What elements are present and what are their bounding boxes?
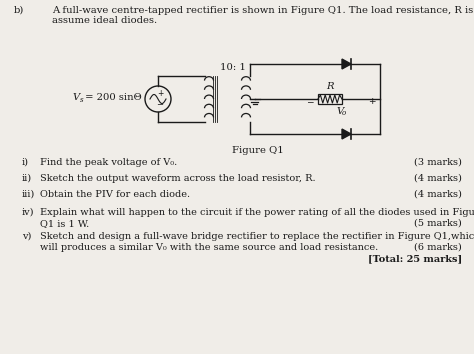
Text: iii): iii)	[22, 190, 35, 199]
Text: (5 marks): (5 marks)	[414, 219, 462, 228]
Text: Sketch and design a full-wave bridge rectifier to replace the rectifier in Figur: Sketch and design a full-wave bridge rec…	[40, 232, 474, 241]
Text: −: −	[307, 97, 314, 107]
Text: (6 marks): (6 marks)	[414, 243, 462, 252]
Text: ii): ii)	[22, 174, 32, 183]
Text: assume ideal diodes.: assume ideal diodes.	[52, 16, 157, 25]
Text: Sketch the output waveform across the load resistor, R.: Sketch the output waveform across the lo…	[40, 174, 316, 183]
Text: will produces a similar V₀ with the same source and load resistance.: will produces a similar V₀ with the same…	[40, 243, 378, 252]
Text: +: +	[368, 97, 376, 107]
Text: V: V	[337, 107, 344, 116]
Text: v): v)	[22, 232, 31, 241]
FancyBboxPatch shape	[318, 94, 342, 104]
Polygon shape	[342, 129, 351, 139]
Text: o: o	[342, 109, 346, 117]
Text: A full-wave centre-tapped rectifier is shown in Figure Q1. The load resistance, : A full-wave centre-tapped rectifier is s…	[52, 6, 474, 15]
Text: Q1 is 1 W.: Q1 is 1 W.	[40, 219, 89, 228]
Text: iv): iv)	[22, 208, 35, 217]
Text: Figure Q1: Figure Q1	[232, 146, 284, 155]
Text: (4 marks): (4 marks)	[414, 190, 462, 199]
Text: i): i)	[22, 158, 29, 167]
Text: Find the peak voltage of V₀.: Find the peak voltage of V₀.	[40, 158, 177, 167]
Text: (4 marks): (4 marks)	[414, 174, 462, 183]
Text: (3 marks): (3 marks)	[414, 158, 462, 167]
Text: R: R	[326, 82, 334, 91]
Polygon shape	[342, 59, 351, 69]
Text: = 200 sinΘ: = 200 sinΘ	[82, 92, 142, 102]
Text: V: V	[72, 92, 79, 102]
Text: 10: 1: 10: 1	[219, 63, 246, 72]
Text: s: s	[80, 96, 83, 104]
Text: +: +	[157, 88, 163, 97]
Text: Obtain the PIV for each diode.: Obtain the PIV for each diode.	[40, 190, 190, 199]
Text: Explain what will happen to the circuit if the power rating of all the diodes us: Explain what will happen to the circuit …	[40, 208, 474, 217]
Text: [Total: 25 marks]: [Total: 25 marks]	[368, 254, 462, 263]
Text: −: −	[156, 101, 164, 109]
Text: b): b)	[14, 6, 24, 15]
